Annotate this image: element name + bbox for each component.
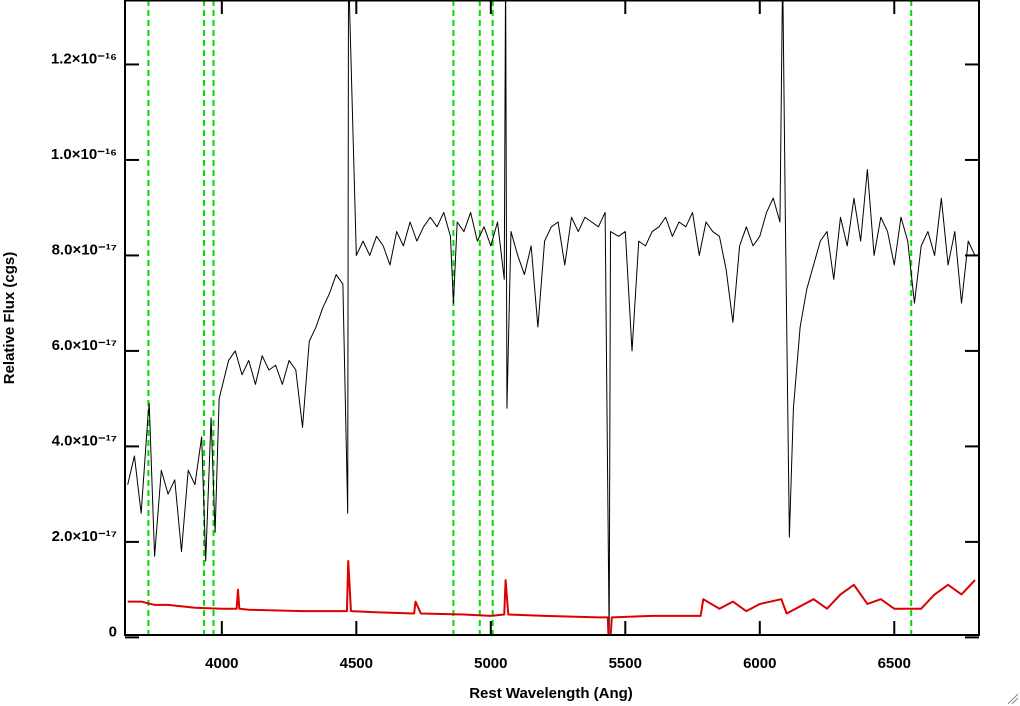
y-tick-label: 2.0×10⁻¹⁷ — [52, 528, 117, 545]
x-tick-label: 4000 — [205, 655, 238, 672]
spectrum-line — [127, 0, 976, 635]
x-axis-label: Rest Wavelength (Ang) — [469, 685, 633, 702]
spectrum-line — [127, 560, 976, 635]
plot-frame — [124, 0, 980, 636]
y-axis-label: Relative Flux (cgs) — [1, 252, 18, 385]
y-tick-label: 8.0×10⁻¹⁷ — [52, 241, 117, 258]
x-tick-label: 6000 — [743, 655, 776, 672]
y-tick-label: 1.0×10⁻¹⁶ — [51, 146, 117, 163]
x-tick-label: 4500 — [340, 655, 373, 672]
y-tick-label: 4.0×10⁻¹⁷ — [52, 432, 117, 449]
resize-grip — [1007, 693, 1019, 705]
x-tick-label: 6500 — [878, 655, 911, 672]
x-tick-label: 5500 — [609, 655, 642, 672]
x-tick-label: 5000 — [474, 655, 507, 672]
y-tick-label: 6.0×10⁻¹⁷ — [52, 337, 117, 354]
y-tick-label: 1.2×10⁻¹⁶ — [51, 50, 117, 67]
y-tick-label: 0 — [109, 623, 117, 640]
